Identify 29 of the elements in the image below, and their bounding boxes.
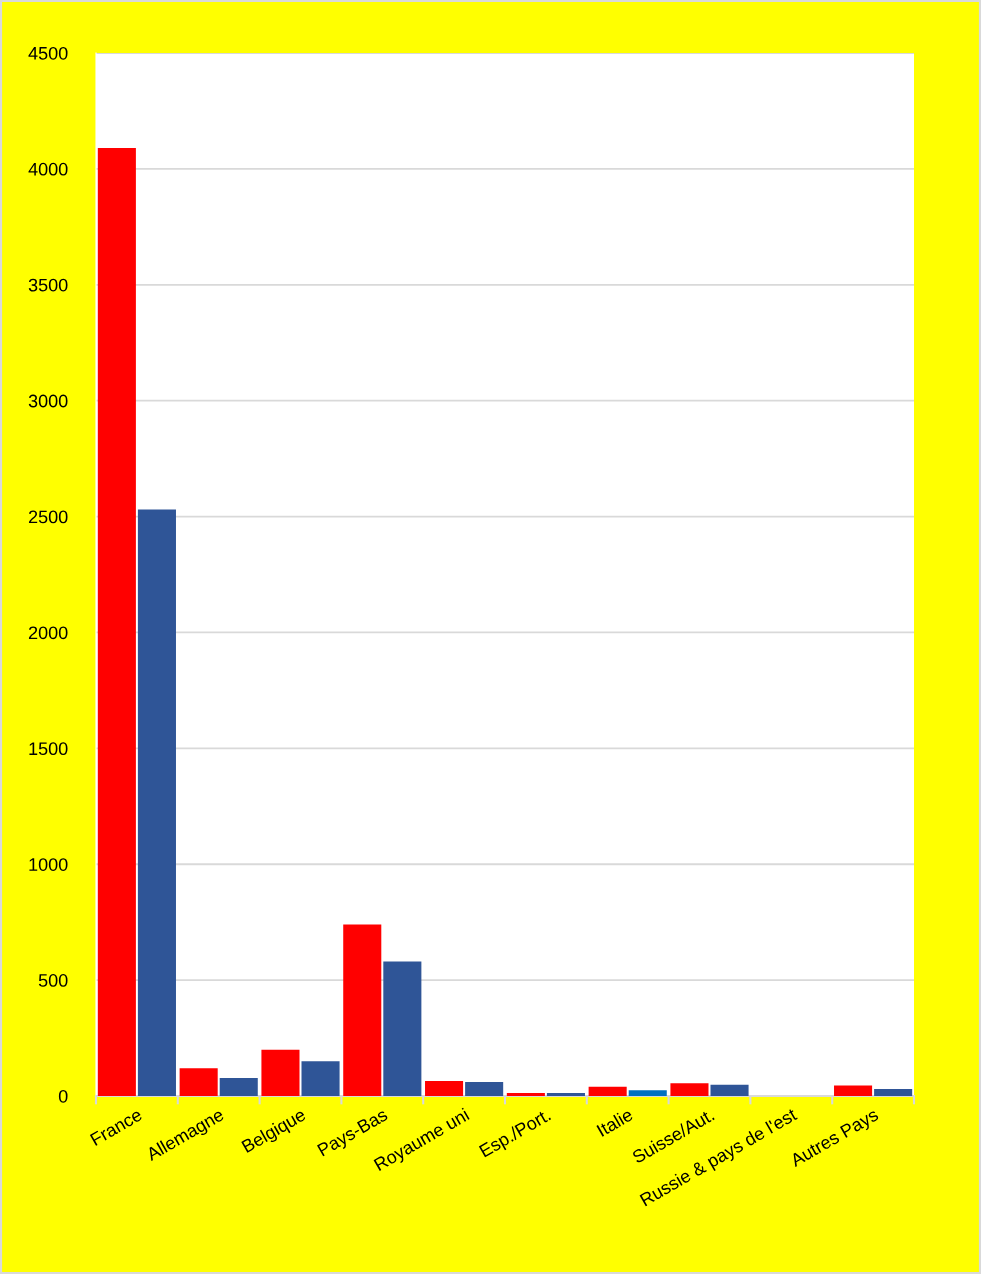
bar (874, 1089, 913, 1096)
y-tick-label: 2000 (28, 626, 68, 640)
bar (137, 509, 176, 1096)
bar (465, 1082, 504, 1096)
y-tick-label: 2500 (28, 510, 68, 524)
y-tick-label: 500 (38, 974, 68, 987)
bar (425, 1080, 464, 1096)
bar (97, 148, 136, 1096)
bar (261, 1049, 300, 1096)
bar (179, 1068, 218, 1096)
y-tick-label: 1000 (29, 858, 68, 871)
y-tick-label: 4500 (28, 46, 68, 60)
bar (219, 1077, 258, 1096)
y-tick-label: 1500 (29, 742, 68, 756)
y-tick-label: 3000 (28, 394, 68, 408)
bar (506, 1092, 545, 1096)
y-tick-label: 4000 (28, 162, 68, 176)
x-tick-label: Italie (596, 1107, 634, 1137)
bar (628, 1090, 667, 1096)
y-tick-label: 3500 (28, 278, 68, 292)
bar (670, 1083, 709, 1096)
bar (343, 924, 382, 1096)
bar (383, 961, 422, 1096)
bar (834, 1085, 873, 1096)
y-tick-label: 0 (58, 1089, 68, 1103)
bar (588, 1086, 627, 1096)
bar (301, 1061, 340, 1096)
bar (546, 1092, 585, 1096)
bar (710, 1084, 749, 1096)
